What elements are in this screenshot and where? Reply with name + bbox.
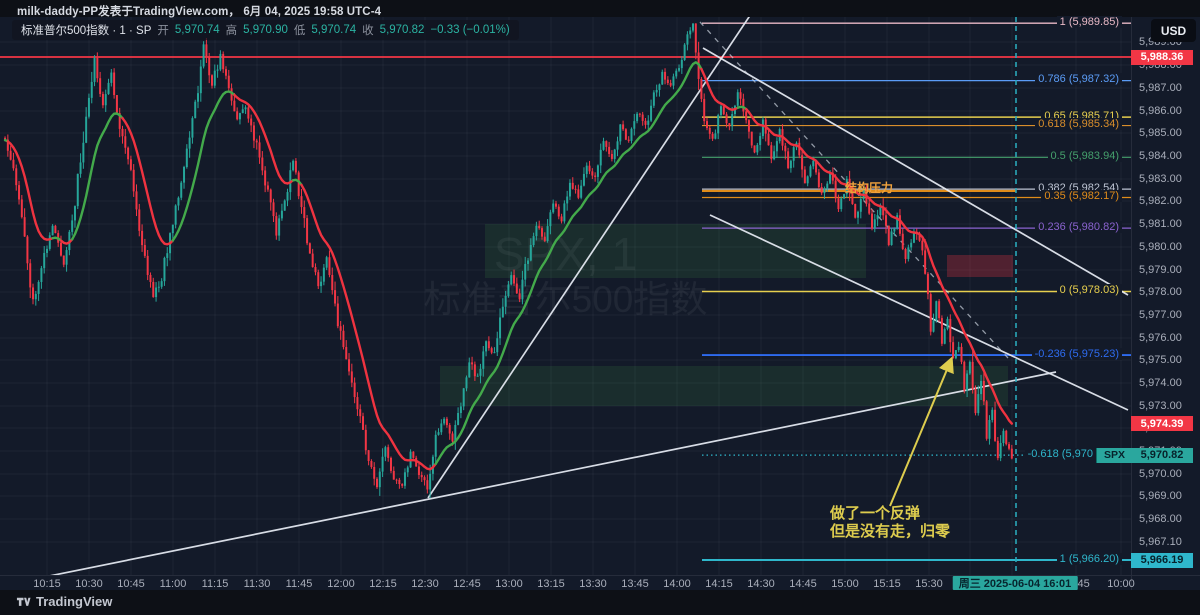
price-axis-tick: 5,973.00 — [1139, 399, 1182, 412]
fib-level-label: 0.786 (5,987.32) — [1035, 73, 1122, 86]
price-axis-tick: 5,985.00 — [1139, 126, 1182, 139]
symbol-legend[interactable]: 标准普尔500指数 · 1 · SP 开 5,970.74 高 5,970.90 低… — [12, 20, 519, 40]
trendline-descending-lower[interactable] — [709, 214, 1129, 411]
time-axis-label: 15:15 — [873, 578, 901, 590]
time-axis-label: 10:45 — [117, 578, 145, 590]
time-axis-label: 11:15 — [201, 578, 229, 590]
plot-area[interactable] — [0, 5, 1131, 585]
price-axis-tick: 5,970.00 — [1139, 467, 1182, 480]
price-axis-divider — [1131, 17, 1132, 590]
time-axis-label: 10:15 — [33, 578, 61, 590]
legend-low-value: 5,970.74 — [311, 24, 357, 36]
legend-low-label: 低 — [293, 25, 306, 37]
zone-box-demand-zone-lower[interactable] — [440, 366, 1008, 406]
time-axis-label: 10:30 — [75, 578, 103, 590]
price-axis-tick: 5,968.00 — [1139, 512, 1182, 525]
price-axis-tick: 5,967.10 — [1139, 535, 1182, 548]
price-axis-tick: 5,981.00 — [1139, 217, 1182, 230]
grid-lines — [0, 17, 1131, 575]
price-axis-tick: 5,983.00 — [1139, 172, 1182, 185]
price-axis-tick: 5,980.00 — [1139, 240, 1182, 253]
price-axis-tick: 5,976.00 — [1139, 331, 1182, 344]
time-axis-label: 15:00 — [831, 578, 859, 590]
time-axis-label: 13:15 — [537, 578, 565, 590]
time-axis-label: 14:45 — [789, 578, 817, 590]
last-close-badge: 5,970.82 — [1131, 447, 1193, 463]
time-axis-label: 12:15 — [369, 578, 397, 590]
zone-box-risk-zone-red[interactable] — [947, 255, 1013, 277]
price-axis-tick: 5,975.00 — [1139, 353, 1182, 366]
price-axis-tick: 5,978.00 — [1139, 285, 1182, 298]
footer-strip — [0, 590, 1200, 615]
time-axis-label: 11:45 — [285, 578, 313, 590]
annotation-arrow[interactable] — [889, 356, 954, 507]
fib-level-label: -0.618 (5,970 — [1024, 447, 1096, 460]
time-axis-label: 14:00 — [663, 578, 691, 590]
legend-high-value: 5,970.90 — [243, 24, 288, 36]
ma-line[interactable] — [3, 61, 1013, 471]
time-axis-label: 11:00 — [159, 578, 187, 590]
price-axis-tick: 5,984.00 — [1139, 149, 1182, 162]
time-axis-label: 12:00 — [327, 578, 355, 590]
time-axis-divider — [0, 575, 1200, 576]
time-axis-label: 12:45 — [453, 578, 481, 590]
alert-price-badge: 5,988.36 — [1131, 49, 1193, 65]
time-axis-label: 12:30 — [411, 578, 439, 590]
chart-background — [0, 17, 1200, 590]
trade-note-line1: 做了一个反弹 — [830, 505, 921, 522]
published-byline: milk-daddy-PP发表于TradingView.com， 6月 04, … — [17, 6, 382, 18]
trendline-long-ascending[interactable] — [5, 371, 1057, 585]
fib-level-label: 0.618 (5,985.34) — [1035, 118, 1122, 131]
legend-close-value: 5,970.82 — [379, 24, 425, 36]
tradingview-attribution[interactable]: TradingView — [16, 594, 112, 609]
crosshair-time-badge: 周三 2025-06-04 16:01 — [952, 576, 1078, 590]
time-axis-label: 11:30 — [243, 578, 271, 590]
fib-level-label: -0.236 (5,975.23) — [1031, 347, 1122, 360]
tradingview-logo-text: TradingView — [36, 594, 113, 609]
legend-high-label: 高 — [225, 25, 238, 37]
time-axis-label: 14:30 — [747, 578, 775, 590]
fib-level-label: 0 (5,978.03) — [1056, 283, 1122, 296]
structure-pressure-label[interactable]: 结构压力 — [845, 181, 894, 195]
legend-change: −0.33 (−0.01%) — [430, 24, 510, 36]
price-axis-tick: 5,974.00 — [1139, 376, 1182, 389]
price-axis-tick: 5,987.00 — [1139, 81, 1182, 94]
time-axis-label: 14:15 — [705, 578, 733, 590]
time-axis-label: 13:30 — [579, 578, 607, 590]
fib-level-label: 1 (5,989.85) — [1056, 15, 1122, 28]
fib-level-label: 1 (5,966.20) — [1056, 552, 1122, 565]
fib-level-label: 0.236 (5,980.82) — [1035, 220, 1122, 233]
ma-price-badge: 5,974.39 — [1131, 416, 1193, 432]
price-axis-tick: 5,969.00 — [1139, 489, 1182, 502]
fib-level-label: 0.35 (5,982.17) — [1041, 190, 1122, 202]
currency-button[interactable]: USD — [1151, 19, 1196, 42]
time-axis-label: 13:00 — [495, 578, 523, 590]
symbol-price-chip: SPX — [1096, 447, 1132, 463]
price-axis-tick: 5,986.00 — [1139, 104, 1182, 117]
legend-close-label: 收 — [362, 25, 374, 37]
tradingview-logo-icon — [16, 597, 31, 606]
legend-open-value: 5,970.74 — [174, 24, 220, 36]
fib-level-label: 0.5 (5,983.94) — [1047, 149, 1122, 162]
trade-note-annotation[interactable]: 做了一个反弹 但是没有走，归零 — [830, 505, 950, 540]
time-axis-label: 13:45 — [621, 578, 649, 590]
price-axis-tick: 5,979.00 — [1139, 263, 1182, 276]
legend-symbol-title: 标准普尔500指数 · 1 · SP — [21, 25, 152, 37]
trade-note-line2: 但是没有走，归零 — [830, 522, 951, 540]
price-axis-tick: 5,977.00 — [1139, 308, 1182, 321]
legend-open-label: 开 — [157, 25, 169, 37]
time-axis-label: 15:30 — [915, 578, 943, 590]
time-axis-label: 10:00 — [1107, 578, 1135, 590]
trendline-descending-upper[interactable] — [702, 47, 1129, 296]
fib-low-badge: 5,966.19 — [1131, 552, 1193, 568]
price-axis-tick: 5,982.00 — [1139, 194, 1182, 207]
